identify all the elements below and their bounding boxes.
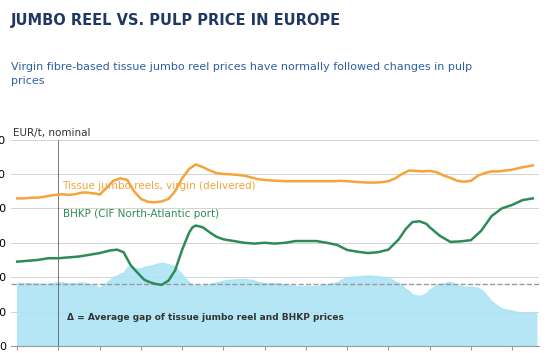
Text: Virgin fibre-based tissue jumbo reel prices have normally followed changes in pu: Virgin fibre-based tissue jumbo reel pri…: [11, 62, 472, 86]
Text: JUMBO REEL VS. PULP PRICE IN EUROPE: JUMBO REEL VS. PULP PRICE IN EUROPE: [11, 13, 341, 28]
Text: BHKP (CIF North-Atlantic port): BHKP (CIF North-Atlantic port): [63, 209, 219, 219]
Text: Tissue jumbo reels, virgin (delivered): Tissue jumbo reels, virgin (delivered): [63, 181, 256, 191]
Text: EUR/t, nominal: EUR/t, nominal: [13, 128, 91, 138]
Text: Δ = Average gap of tissue jumbo reel and BHKP prices: Δ = Average gap of tissue jumbo reel and…: [67, 313, 344, 322]
